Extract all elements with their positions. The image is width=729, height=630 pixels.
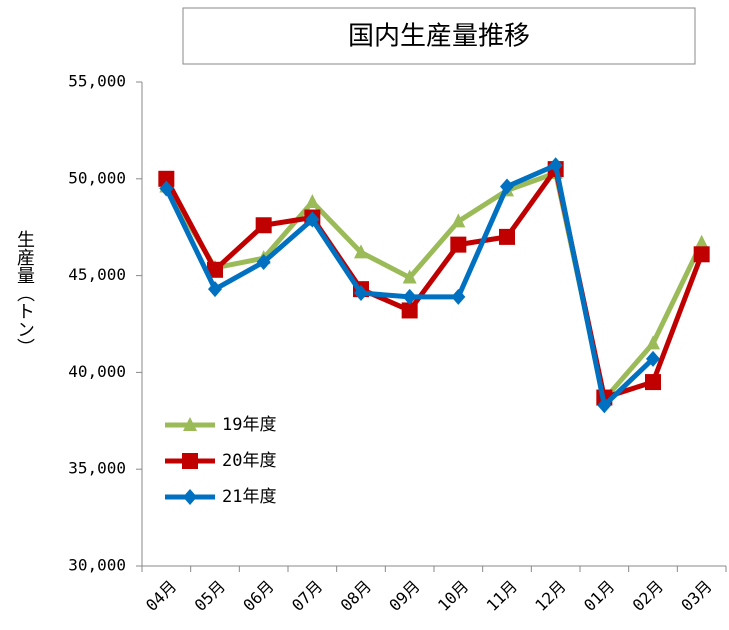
marker	[305, 211, 320, 228]
x-tick-label: 05月	[191, 577, 229, 615]
y-tick-label: 50,000	[68, 168, 126, 187]
marker	[158, 170, 175, 187]
x-tick-label: 07月	[288, 577, 326, 615]
x-tick-label: 03月	[677, 577, 715, 615]
y-axis-label: 生産量（トン）	[14, 230, 35, 356]
x-tick-label: 08月	[337, 577, 375, 615]
marker	[255, 217, 272, 234]
x-tick-label: 12月	[531, 577, 569, 615]
marker	[646, 335, 660, 350]
marker	[182, 453, 198, 469]
legend-label: 19年度	[222, 415, 276, 435]
x-tick-label: 06月	[239, 577, 277, 615]
marker	[402, 288, 417, 305]
y-tick-label: 30,000	[68, 556, 126, 575]
marker	[450, 236, 467, 253]
series-line	[164, 166, 705, 401]
marker	[451, 288, 466, 305]
y-tick-label: 40,000	[68, 362, 126, 381]
x-tick-label: 04月	[142, 577, 180, 615]
marker	[402, 269, 417, 284]
y-tick-label: 55,000	[68, 72, 126, 91]
y-tick-label: 45,000	[68, 265, 126, 284]
x-tick-label: 01月	[580, 577, 618, 615]
marker	[159, 180, 174, 197]
marker	[451, 213, 466, 228]
marker	[499, 228, 515, 245]
marker	[354, 244, 368, 259]
marker	[548, 157, 563, 174]
series-line	[164, 170, 704, 403]
marker	[354, 285, 368, 302]
title-box	[182, 7, 696, 65]
marker	[597, 397, 612, 414]
marker	[500, 178, 514, 195]
x-tick-label: 11月	[483, 577, 521, 615]
marker	[694, 234, 709, 249]
chart-title: 国内生産量推移	[348, 22, 530, 52]
marker	[305, 194, 320, 209]
legend-label: 20年度	[222, 451, 276, 471]
marker	[256, 254, 271, 271]
x-tick-label: 02月	[629, 577, 667, 615]
x-tick-label: 10月	[434, 577, 472, 615]
y-tick-label: 35,000	[68, 459, 126, 478]
marker	[645, 374, 661, 391]
marker	[401, 302, 418, 319]
legend-label: 21年度	[222, 487, 276, 507]
x-tick-label: 09月	[385, 577, 423, 615]
series-line	[164, 162, 655, 408]
marker	[208, 281, 222, 298]
marker	[207, 261, 223, 278]
marker	[183, 417, 197, 431]
marker	[693, 246, 710, 263]
marker	[646, 350, 660, 367]
marker	[183, 489, 197, 505]
